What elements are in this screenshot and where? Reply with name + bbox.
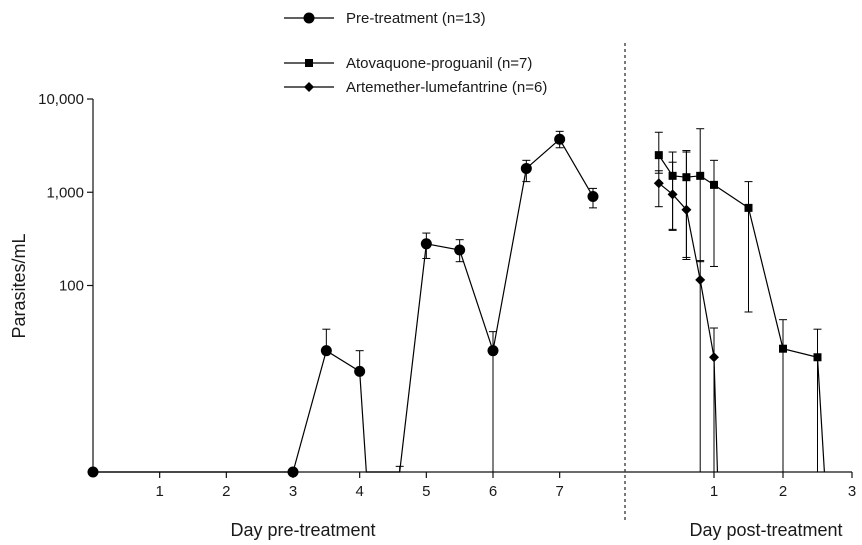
x-tick-label: 6 (489, 483, 497, 500)
data-point-circle (320, 345, 332, 357)
x-ticks: 1 2 3 4 5 6 7 1 2 3 (155, 472, 856, 500)
data-point-circle (87, 466, 99, 478)
x-tick-label: 4 (355, 483, 363, 500)
series-line-square (658, 154, 825, 473)
legend-marker-circle (303, 12, 315, 24)
x-tick-label: 1 (155, 483, 163, 500)
x-tick-label: 2 (222, 483, 230, 500)
data-point-circle (354, 365, 366, 377)
legend-label: Artemether-lumefantrine (n=6) (346, 79, 547, 96)
axes: Parasites/mL Day pre-treatment Day post-… (9, 43, 852, 540)
series-line-circle (93, 138, 594, 473)
series-lines (93, 138, 825, 473)
error-bars (322, 128, 822, 472)
data-point-circle (287, 466, 299, 478)
y-tick-label: 1,000 (46, 184, 84, 201)
data-point-square (668, 171, 677, 180)
data-point-diamond (667, 189, 678, 200)
x-tick-label: 7 (555, 483, 563, 500)
data-point-square (813, 353, 822, 362)
x-axis-title-post: Day post-treatment (689, 520, 842, 540)
data-point-diamond (709, 352, 719, 363)
data-point-diamond (653, 178, 664, 189)
data-point-square (654, 151, 663, 160)
x-tick-label: 1 (710, 483, 718, 500)
y-axis-title: Parasites/mL (9, 233, 29, 338)
data-point-diamond (681, 204, 692, 215)
legend-marker-square (305, 59, 313, 67)
data-point-square (682, 173, 691, 182)
x-tick-label: 5 (422, 483, 430, 500)
x-axis-title-pre: Day pre-treatment (230, 520, 375, 540)
series-line-diamond (658, 182, 719, 473)
legend-marker-diamond (304, 82, 314, 92)
data-point-circle (554, 133, 566, 145)
x-tick-label: 2 (779, 483, 787, 500)
data-point-circle (454, 244, 466, 256)
series-markers (87, 133, 822, 478)
y-ticks: 100 1,000 10,000 (38, 91, 93, 295)
legend: Pre-treatment (n=13) Atovaquone-proguanil… (284, 10, 547, 96)
data-point-circle (420, 238, 432, 250)
legend-label: Atovaquone-proguanil (n=7) (346, 55, 532, 72)
data-point-diamond (695, 274, 706, 285)
data-point-circle (587, 191, 599, 203)
data-point-circle (487, 345, 499, 357)
legend-label: Pre-treatment (n=13) (346, 10, 486, 27)
x-tick-label: 3 (848, 483, 856, 500)
y-tick-label: 10,000 (38, 91, 84, 108)
y-tick-label: 100 (59, 278, 84, 295)
data-point-square (779, 344, 787, 353)
data-point-square (710, 180, 718, 189)
data-point-circle (520, 162, 532, 174)
data-point-square (744, 203, 753, 212)
data-point-square (696, 171, 705, 180)
x-tick-label: 3 (289, 483, 297, 500)
